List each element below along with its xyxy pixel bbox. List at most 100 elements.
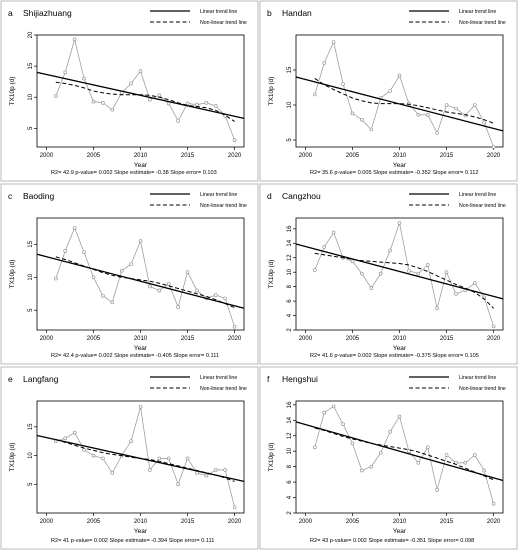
observed-point	[110, 107, 115, 112]
observed-point	[435, 131, 439, 135]
observed-point	[313, 92, 317, 97]
regression-stats: R2= 42.9 p-value= 0.002 Slope estimate= …	[51, 170, 217, 176]
observed-point	[369, 127, 374, 132]
x-tick-label: 2020	[228, 336, 242, 342]
observed-point	[185, 456, 190, 461]
observed-point	[416, 113, 421, 117]
observed-point	[388, 248, 392, 253]
panel-letter: e	[8, 374, 13, 384]
x-tick-label: 2000	[299, 153, 313, 159]
observed-point	[101, 293, 105, 298]
chart-panel-d: d Cangzhou Linear trend line Non-linear tre…	[259, 183, 518, 365]
observed-point	[82, 448, 86, 452]
observed-point	[360, 271, 364, 276]
observed-point	[138, 404, 143, 409]
observed-point	[204, 473, 209, 478]
nonlinear-trend-line	[55, 256, 235, 309]
y-tick-label: 10	[287, 447, 293, 454]
chart-panel-b: b Handan Linear trend line Non-linear trend…	[259, 0, 518, 182]
observed-point	[388, 430, 392, 434]
observed-point	[195, 288, 199, 293]
observed-point	[185, 270, 190, 274]
observed-point	[110, 300, 115, 305]
x-tick-label: 2000	[40, 519, 54, 525]
y-tick-label: 15	[28, 240, 34, 247]
observed-point	[322, 410, 327, 415]
regression-stats: R2= 35.6 p-value= 0.005 Slope estimate= …	[310, 170, 478, 176]
station-title: Cangzhou	[282, 191, 321, 201]
observed-point	[129, 439, 133, 444]
y-tick-label: 10	[28, 93, 34, 100]
x-tick-label: 2020	[487, 336, 501, 342]
observed-point	[397, 221, 402, 225]
observed-point	[416, 460, 421, 465]
observed-point	[119, 268, 124, 273]
observed-point	[491, 145, 496, 149]
panel-frame	[0, 183, 259, 365]
x-axis-label: Year	[393, 528, 407, 535]
observed-point	[378, 271, 383, 276]
x-tick-label: 2005	[346, 519, 360, 525]
observed-point	[232, 324, 237, 329]
x-axis-label: Year	[134, 345, 148, 352]
x-tick-label: 2015	[181, 519, 195, 525]
observed-point	[148, 97, 152, 102]
x-axis-label: Year	[393, 162, 407, 169]
observed-point	[397, 73, 402, 78]
observed-series-line	[314, 40, 494, 148]
x-tick-label: 2015	[440, 519, 454, 525]
observed-point	[72, 226, 77, 230]
observed-point	[176, 482, 180, 487]
panel-frame	[0, 0, 259, 182]
legend-nonlinear-label: Non-linear trend line	[200, 203, 247, 209]
x-tick-label: 2005	[346, 153, 360, 159]
y-axis-label: TX10p (d)	[9, 260, 16, 289]
linear-trend-line	[36, 71, 245, 120]
x-axis-label: Year	[134, 162, 148, 169]
observed-point	[331, 40, 336, 44]
observed-point	[444, 270, 449, 274]
observed-point	[176, 305, 180, 309]
observed-point	[138, 239, 143, 243]
observed-point	[138, 69, 143, 73]
observed-point	[91, 453, 96, 458]
observed-point	[341, 422, 345, 426]
observed-point	[313, 268, 317, 272]
legend-nonlinear-label: Non-linear trend line	[459, 20, 506, 26]
x-tick-label: 2015	[440, 153, 454, 159]
panel-frame	[0, 366, 259, 550]
x-tick-label: 2005	[87, 519, 101, 525]
observed-point	[491, 501, 496, 506]
legend-linear-label: Linear trend line	[200, 9, 237, 15]
y-tick-label: 4	[287, 495, 293, 499]
observed-point	[425, 445, 430, 450]
y-tick-label: 2	[287, 328, 293, 332]
x-tick-label: 2020	[487, 153, 501, 159]
panel-letter: c	[8, 191, 13, 201]
observed-point	[454, 106, 458, 111]
observed-point	[157, 456, 162, 461]
x-tick-label: 2000	[299, 519, 313, 525]
y-axis-label: TX10p (d)	[268, 260, 275, 289]
station-title: Baoding	[23, 191, 54, 201]
observed-point	[63, 249, 68, 253]
observed-point	[454, 292, 458, 296]
observed-point	[129, 81, 133, 86]
regression-stats: R2= 42.4 p-value= 0.002 Slope estimate= …	[51, 353, 219, 359]
observed-point	[54, 276, 58, 281]
panel-frame	[259, 183, 518, 365]
observed-point	[425, 263, 430, 267]
observed-point	[82, 76, 86, 81]
y-tick-label: 12	[287, 432, 293, 439]
observed-point	[491, 324, 496, 329]
observed-point	[166, 282, 171, 286]
y-tick-label: 10	[28, 452, 34, 459]
station-title: Handan	[282, 8, 312, 18]
legend-linear-label: Linear trend line	[200, 375, 237, 381]
observed-point	[204, 101, 209, 105]
y-tick-label: 15	[28, 423, 34, 430]
observed-point	[185, 101, 190, 106]
x-tick-label: 2010	[393, 153, 407, 159]
observed-point	[72, 37, 77, 42]
observed-point	[341, 82, 345, 86]
